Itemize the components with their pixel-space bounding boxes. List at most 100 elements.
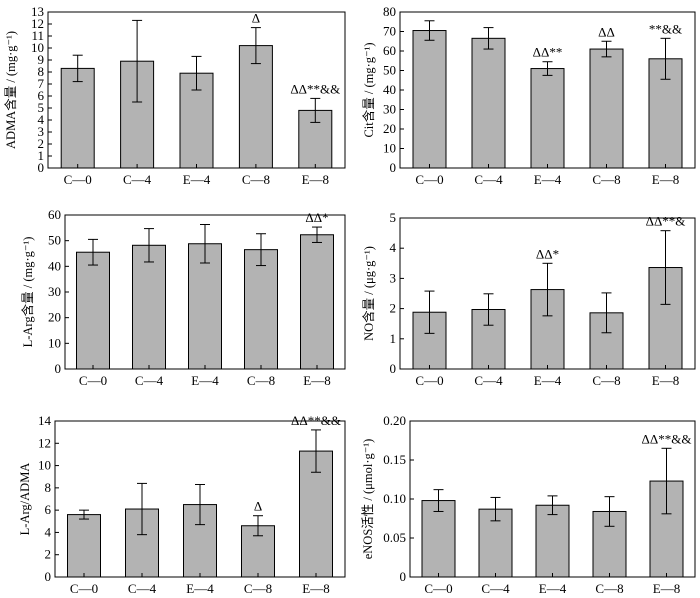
y-tick-label: 0	[38, 160, 45, 175]
y-tick-label: 12	[31, 16, 44, 31]
y-axis-label: L-Arg含量 / (mg·g⁻¹)	[20, 237, 35, 348]
panel-larg: 0 10 20 30 40 50 60 L-Arg含量 / (mg·g⁻¹) C—0 C—4 E—4…	[20, 207, 346, 388]
x-tick-label: E—8	[303, 373, 330, 388]
x-tick-label: C—4	[474, 373, 503, 388]
y-tick-label: 7	[38, 76, 45, 91]
y-axis-label: Cit含量 / (mg·g⁻¹)	[361, 42, 376, 137]
x-tick-label: E—4	[534, 373, 562, 388]
y-tick-label: 3	[38, 124, 45, 139]
y-axis-label: L-Arg/ADMA	[18, 463, 32, 536]
significance-label: ΔΔ**&&	[290, 81, 340, 96]
panel-cit: 0 10 20 30 40 50 60 70 80 Cit含量 / (mg·g⁻¹) C—0 C—4 E…	[361, 4, 696, 187]
y-tick-label: 20	[48, 310, 61, 325]
bar-cit-2	[530, 68, 565, 169]
bar-cit-0	[412, 30, 447, 169]
significance-label: ΔΔ**	[533, 45, 563, 60]
y-tick-label: 0.20	[383, 413, 406, 428]
y-tick-label: 0	[55, 361, 62, 376]
bar-enos-2	[535, 504, 570, 578]
y-tick-label: 3	[390, 270, 397, 285]
y-tick-label: 4	[45, 524, 52, 539]
y-tick-label: 2	[45, 547, 52, 562]
significance-label: ΔΔ*	[305, 210, 328, 225]
y-tick-label: 6	[45, 502, 52, 517]
bar-ratio-0	[67, 514, 101, 578]
x-tick-label: C—0	[424, 581, 452, 596]
x-tick-label: C—4	[128, 581, 157, 596]
y-tick-label: 0	[45, 569, 52, 584]
bar-larg-1	[132, 244, 166, 370]
panel-ratio: 0 2 4 6 8 10 12 14 L-Arg/ADMA C—0 C—4 E—4 C—8 Δ E—8 ΔΔ*…	[18, 413, 346, 596]
x-tick-label: C—8	[592, 373, 620, 388]
y-tick-label: 0	[400, 569, 407, 584]
x-tick-label: E—4	[534, 172, 562, 187]
y-tick-label: 2	[38, 136, 45, 151]
significance-label: Δ	[254, 499, 262, 514]
x-tick-label: C—8	[595, 581, 623, 596]
x-tick-label: E—4	[191, 373, 219, 388]
y-tick-label: 4	[38, 112, 45, 127]
y-tick-label: 50	[48, 233, 61, 248]
y-tick-label: 8	[45, 480, 52, 495]
significance-label: ΔΔ**&&	[642, 431, 692, 446]
bar-larg-2	[188, 243, 222, 370]
y-tick-label: 11	[31, 28, 44, 43]
bar-adma-3	[238, 45, 273, 169]
x-tick-label: E—4	[539, 581, 567, 596]
y-tick-label: 13	[31, 4, 44, 19]
bar-ratio-2	[183, 504, 217, 578]
y-tick-label: 6	[38, 88, 45, 103]
y-tick-label: 10	[31, 40, 44, 55]
y-axis-label: eNOS活性 / (μmol·g⁻¹)	[361, 439, 375, 560]
significance-label: ΔΔ	[598, 24, 615, 39]
bar-cit-1	[471, 37, 506, 169]
x-tick-label: C—0	[79, 373, 107, 388]
bar-enos-0	[421, 500, 456, 578]
y-tick-label: 5	[390, 210, 397, 225]
y-axis-label: NO含量 / (μg·g⁻¹)	[361, 246, 376, 341]
bar-cit-3	[589, 48, 624, 169]
x-tick-label: C—8	[592, 172, 620, 187]
x-tick-label: E—8	[302, 172, 329, 187]
y-tick-label: 4	[390, 240, 397, 255]
y-tick-label: 40	[48, 258, 61, 273]
x-tick-label: C—4	[123, 172, 152, 187]
y-tick-label: 10	[38, 458, 51, 473]
x-tick-label: C—0	[64, 172, 92, 187]
y-tick-label: 20	[383, 121, 396, 136]
bar-adma-0	[60, 67, 95, 169]
significance-label: ΔΔ*	[536, 246, 559, 261]
bar-larg-3	[244, 249, 278, 370]
y-tick-label: 0.10	[383, 491, 406, 506]
y-tick-label: 1	[390, 331, 397, 346]
y-tick-label: 8	[38, 64, 45, 79]
bar-larg-0	[76, 251, 110, 370]
y-tick-label: 0.05	[383, 530, 406, 545]
x-tick-label: E—4	[183, 172, 211, 187]
y-tick-label: 30	[48, 284, 61, 299]
x-tick-label: C—4	[474, 172, 503, 187]
y-tick-label: 10	[383, 141, 396, 156]
y-tick-label: 2	[390, 301, 397, 316]
y-tick-label: 14	[38, 413, 52, 428]
y-tick-label: 12	[38, 435, 51, 450]
y-tick-label: 5	[38, 100, 45, 115]
x-tick-label: E—4	[186, 581, 214, 596]
panel-enos: 0 0.05 0.10 0.15 0.20 eNOS活性 / (μmol·g⁻¹) C—0 C…	[361, 413, 696, 596]
y-axis-label: ADMA含量 / (mg·g⁻¹)	[3, 31, 18, 149]
significance-label: ΔΔ**&&	[291, 413, 341, 428]
y-tick-label: 60	[48, 207, 61, 222]
x-tick-label: C—8	[244, 581, 272, 596]
bar-larg-4	[300, 234, 334, 370]
x-tick-label: C—4	[135, 373, 164, 388]
y-tick-label: 10	[48, 335, 61, 350]
x-tick-label: C—0	[70, 581, 98, 596]
y-tick-label: 9	[38, 52, 45, 67]
y-tick-label: 40	[383, 82, 396, 97]
x-tick-label: E—8	[302, 581, 329, 596]
x-tick-label: C—8	[247, 373, 275, 388]
x-tick-label: C—4	[481, 581, 510, 596]
y-tick-label: 1	[38, 148, 45, 163]
x-tick-label: C—8	[242, 172, 270, 187]
